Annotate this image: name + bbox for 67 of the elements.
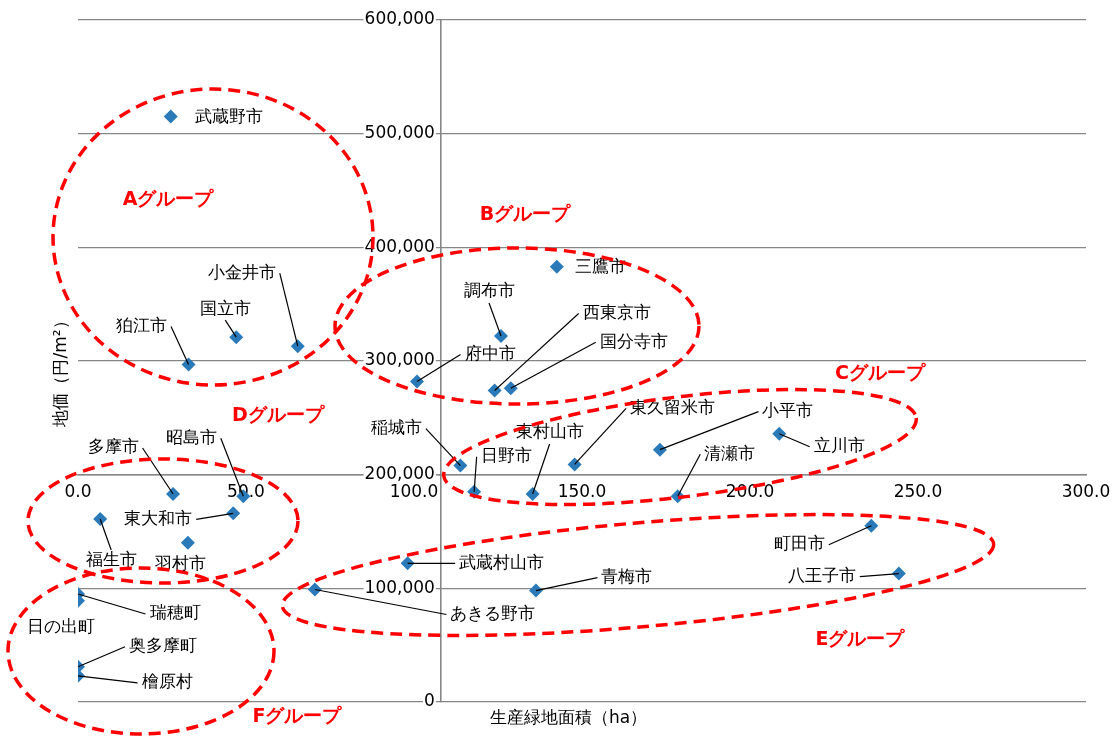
y-tick-label: 100,000 bbox=[364, 576, 435, 597]
point bbox=[528, 583, 543, 598]
point bbox=[181, 357, 196, 372]
x-tick-label: 250.0 bbox=[893, 480, 943, 501]
point bbox=[487, 383, 502, 398]
annotation: 瑞穂町 bbox=[149, 602, 201, 623]
annotation: 小平市 bbox=[762, 400, 814, 421]
point bbox=[180, 535, 195, 550]
annotation: 昭島市 bbox=[165, 426, 217, 447]
y-tick-label: 400,000 bbox=[364, 235, 435, 256]
annotation: 武蔵村山市 bbox=[459, 551, 545, 572]
annotation: 町田市 bbox=[773, 533, 825, 554]
annotation: 八王子市 bbox=[787, 564, 856, 585]
y-tick-label: 500,000 bbox=[364, 122, 435, 143]
y-tick-label: 0 bbox=[424, 690, 435, 711]
annotation: Bグループ bbox=[479, 201, 572, 224]
point bbox=[229, 330, 244, 345]
point bbox=[93, 512, 108, 526]
annotation: 調布市 bbox=[463, 280, 515, 301]
point bbox=[226, 506, 241, 521]
x-tick-label: 0.0 bbox=[64, 480, 92, 501]
annotation: 府中市 bbox=[464, 342, 516, 363]
point bbox=[772, 426, 787, 441]
y-axis-title: 地価（円/m²） bbox=[48, 311, 71, 429]
point bbox=[864, 518, 879, 533]
annotation: 西東京市 bbox=[582, 301, 651, 322]
annotation: 狛江市 bbox=[116, 314, 168, 335]
annotation: Eグループ bbox=[815, 626, 906, 649]
point bbox=[567, 457, 582, 472]
annotation: 日野市 bbox=[480, 445, 532, 466]
point bbox=[525, 486, 540, 501]
x-tick-label: 300.0 bbox=[1061, 480, 1111, 501]
point bbox=[400, 556, 415, 571]
annotation: 青梅市 bbox=[601, 566, 653, 587]
annotation: 多摩市 bbox=[87, 436, 139, 457]
annotation: 立川市 bbox=[813, 435, 865, 456]
annotation: 奥多摩町 bbox=[129, 635, 197, 656]
annotation: 国分寺市 bbox=[599, 330, 668, 351]
annotation: 清瀬市 bbox=[704, 442, 756, 463]
point bbox=[290, 339, 305, 354]
point bbox=[307, 582, 322, 597]
point bbox=[503, 381, 518, 396]
text: Fグループ bbox=[252, 703, 343, 726]
y-tick-label: 300,000 bbox=[364, 349, 435, 370]
point bbox=[453, 458, 468, 473]
x-axis-title: 生産緑地面積（ha） bbox=[490, 706, 648, 729]
annotation: Aグループ bbox=[122, 186, 215, 209]
annotation: 檜原村 bbox=[141, 671, 193, 692]
y-tick-label: 600,000 bbox=[364, 8, 435, 29]
annotation: 稲城市 bbox=[370, 417, 422, 437]
point bbox=[652, 442, 667, 457]
annotation: 武蔵野市 bbox=[194, 106, 263, 127]
point bbox=[410, 374, 425, 389]
x-tick-label: 150.0 bbox=[557, 480, 607, 501]
annotation: あきる野市 bbox=[450, 602, 536, 623]
annotation: 国立市 bbox=[199, 297, 251, 318]
point bbox=[494, 328, 509, 343]
y-tick-label: 200,000 bbox=[364, 463, 435, 484]
point bbox=[166, 486, 181, 501]
point bbox=[163, 109, 178, 124]
annotation: Dグループ bbox=[232, 402, 325, 425]
annotation: 福生市 bbox=[85, 549, 137, 570]
annotation: 小金井市 bbox=[207, 261, 276, 282]
annotation: 東大和市 bbox=[124, 507, 193, 528]
annotation: 日の出町 bbox=[27, 616, 95, 637]
point bbox=[549, 259, 564, 274]
annotation: Cグループ bbox=[835, 360, 926, 383]
